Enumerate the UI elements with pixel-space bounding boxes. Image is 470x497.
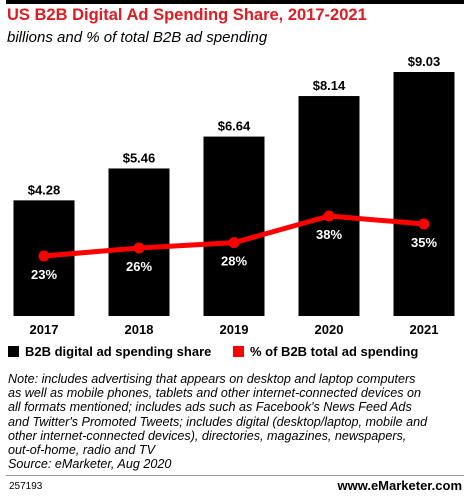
bar-value-label: $6.64 — [218, 119, 251, 134]
x-tick-label: 2019 — [220, 322, 249, 337]
note-line: all formats mentioned; includes ads such… — [8, 400, 412, 415]
x-axis: 2017 2018 2019 2020 2021 — [30, 322, 439, 337]
bar-value-label: $5.46 — [123, 150, 156, 165]
percent-label: 38% — [316, 227, 342, 242]
chart-note: Note: includes advertising that appears … — [8, 372, 464, 471]
x-tick-label: 2021 — [410, 322, 439, 337]
x-tick-label: 2018 — [125, 322, 154, 337]
legend-label-line: % of B2B total ad spending — [250, 344, 419, 359]
bar-2018 — [108, 168, 170, 316]
note-line: as well as mobile phones, tablets and ot… — [8, 386, 422, 401]
line-layer — [38, 210, 430, 262]
chart-title: US B2B Digital Ad Spending Share, 2017-2… — [7, 6, 367, 24]
percent-label: 26% — [126, 259, 152, 274]
percent-point — [133, 242, 145, 254]
labels-layer: $4.28 $5.46 $6.64 $8.14 $9.03 23% 26% 28% 38% 35% — [28, 54, 441, 282]
percent-label: 23% — [31, 267, 57, 282]
brand-link[interactable]: www.eMarketer.com — [337, 478, 462, 493]
brand-suffix: .com — [431, 478, 462, 493]
legend-swatch-bar — [8, 346, 19, 357]
brand-main: eMarketer — [370, 478, 432, 493]
chart: $4.28 $5.46 $6.64 $8.14 $9.03 23% 26% 28% 38% 35%… — [13, 54, 455, 337]
x-tick-label: 2017 — [30, 322, 59, 337]
percent-point — [228, 237, 240, 249]
chart-subtitle: billions and % of total B2B ad spending — [7, 29, 268, 46]
source-line: Source: eMarketer, Aug 2020 — [8, 457, 172, 472]
legend-swatch-line — [233, 346, 244, 357]
note-line: and Twitter's Promoted Tweets; includes … — [8, 414, 428, 429]
note-line: Note: includes advertising that appears … — [8, 372, 416, 386]
percent-label: 35% — [411, 235, 437, 250]
note-line: other internet-connected devices), direc… — [8, 428, 407, 443]
x-tick-label: 2020 — [315, 322, 344, 337]
percent-point — [323, 210, 335, 222]
legend: B2B digital ad spending share % of B2B t… — [8, 344, 468, 364]
brand-prefix: www. — [337, 478, 371, 493]
bar-value-label: $9.03 — [408, 54, 441, 69]
bottom-rule — [6, 475, 464, 476]
note-line: out-of-home, radio and TV — [8, 443, 156, 458]
bars-layer — [13, 72, 455, 316]
legend-label-bar: B2B digital ad spending share — [25, 344, 212, 359]
percent-label: 28% — [221, 254, 247, 269]
bar-2020 — [298, 96, 360, 316]
legend-item-line: % of B2B total ad spending — [233, 344, 418, 359]
top-rule — [6, 0, 464, 4]
bar-value-label: $8.14 — [313, 78, 346, 93]
percent-point — [418, 218, 430, 230]
chart-id: 257193 — [9, 481, 43, 492]
legend-item-bar: B2B digital ad spending share — [8, 344, 211, 359]
percent-point — [38, 250, 50, 262]
bar-2021 — [393, 72, 455, 316]
bar-value-label: $4.28 — [28, 182, 61, 197]
bar-2019 — [203, 136, 265, 316]
